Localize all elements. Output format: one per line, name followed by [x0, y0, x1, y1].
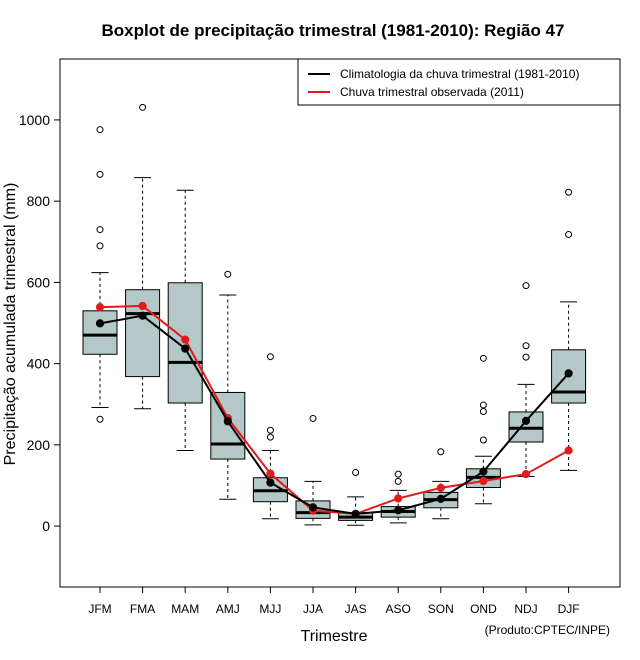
outlier-point — [522, 282, 530, 290]
outlier-point — [394, 477, 402, 485]
x-tick-label: FMA — [130, 602, 155, 616]
plot-area: 0 200 400 600 800 1000 JFM FMA MAM AMJ MJJ JJA JAS AS… — [19, 58, 621, 616]
legend-label: Chuva trimestral observada (2011) — [340, 85, 524, 99]
y-tick-label: 0 — [42, 518, 50, 534]
observed-point — [564, 446, 573, 455]
observed-point — [95, 303, 105, 312]
climatology-point — [394, 506, 403, 515]
climatology-point — [181, 344, 190, 353]
climatology-point — [223, 417, 232, 426]
outlier-point — [96, 226, 104, 234]
y-tick-label: 1000 — [19, 112, 50, 128]
x-tick-label: ASO — [386, 602, 411, 616]
footer-credit: (Produto:CPTEC/INPE) — [485, 623, 610, 637]
climatology-point — [564, 369, 573, 378]
outlier-point — [224, 270, 232, 278]
y-tick-label: 400 — [27, 356, 51, 372]
x-tick-label: JAS — [345, 602, 367, 616]
outlier-point — [96, 415, 104, 423]
y-tick-label: 200 — [27, 437, 51, 453]
observed-point — [479, 476, 488, 486]
outlier-point — [96, 126, 104, 134]
chart-title: Boxplot de precipitação trimestral (1981… — [102, 21, 565, 40]
outlier-point — [266, 353, 274, 361]
outlier-point — [266, 433, 274, 441]
outlier-point — [352, 468, 360, 476]
outlier-point — [394, 470, 402, 478]
outlier-point — [96, 170, 104, 178]
x-tick-label: JJA — [303, 602, 323, 616]
observed-point — [394, 494, 403, 503]
outlier-point — [479, 436, 487, 444]
outlier-point — [96, 242, 104, 250]
climatology-point — [351, 509, 360, 518]
climatology-point — [436, 494, 445, 503]
climatology-point — [521, 416, 531, 425]
climatology-point — [479, 467, 488, 476]
iqr-box — [82, 310, 118, 355]
legend-box — [297, 58, 621, 106]
outlier-point — [479, 354, 487, 362]
outlier-point — [522, 342, 530, 350]
x-tick-label: MJJ — [259, 602, 281, 616]
y-tick-label: 600 — [27, 274, 51, 290]
x-tick-label: OND — [470, 602, 497, 616]
outlier-point — [437, 448, 445, 456]
observed-point — [138, 301, 147, 311]
outlier-point — [565, 230, 573, 238]
outlier-point — [565, 188, 573, 196]
x-tick-label: AMJ — [216, 602, 240, 616]
observed-point — [266, 469, 275, 478]
y-tick-label: 800 — [27, 193, 51, 209]
outlier-point — [309, 414, 317, 422]
x-tick-label: DJF — [558, 602, 580, 616]
observed-point — [521, 469, 531, 479]
observed-point — [181, 335, 190, 344]
observed-point — [436, 483, 445, 492]
x-tick-label: JFM — [88, 602, 111, 616]
climatology-point — [138, 311, 147, 320]
x-tick-label: NDJ — [514, 602, 537, 616]
outlier-point — [522, 353, 530, 361]
outlier-point — [479, 408, 487, 416]
climatology-point — [95, 319, 105, 328]
legend-label: Climatologia da chuva trimestral (1981-2… — [340, 67, 579, 81]
y-axis-label: Precipitação acumulada trimestral (mm) — [2, 183, 19, 466]
x-axis-label: Trimestre — [301, 628, 368, 645]
outlier-point — [479, 401, 487, 409]
climatology-line — [99, 314, 570, 515]
x-tick-label: SON — [428, 602, 454, 616]
outlier-point — [266, 426, 274, 434]
climatology-point — [266, 478, 275, 487]
outlier-point — [139, 103, 147, 111]
x-tick-label: MAM — [171, 602, 199, 616]
climatology-point — [308, 503, 318, 512]
observed-line — [99, 304, 570, 515]
